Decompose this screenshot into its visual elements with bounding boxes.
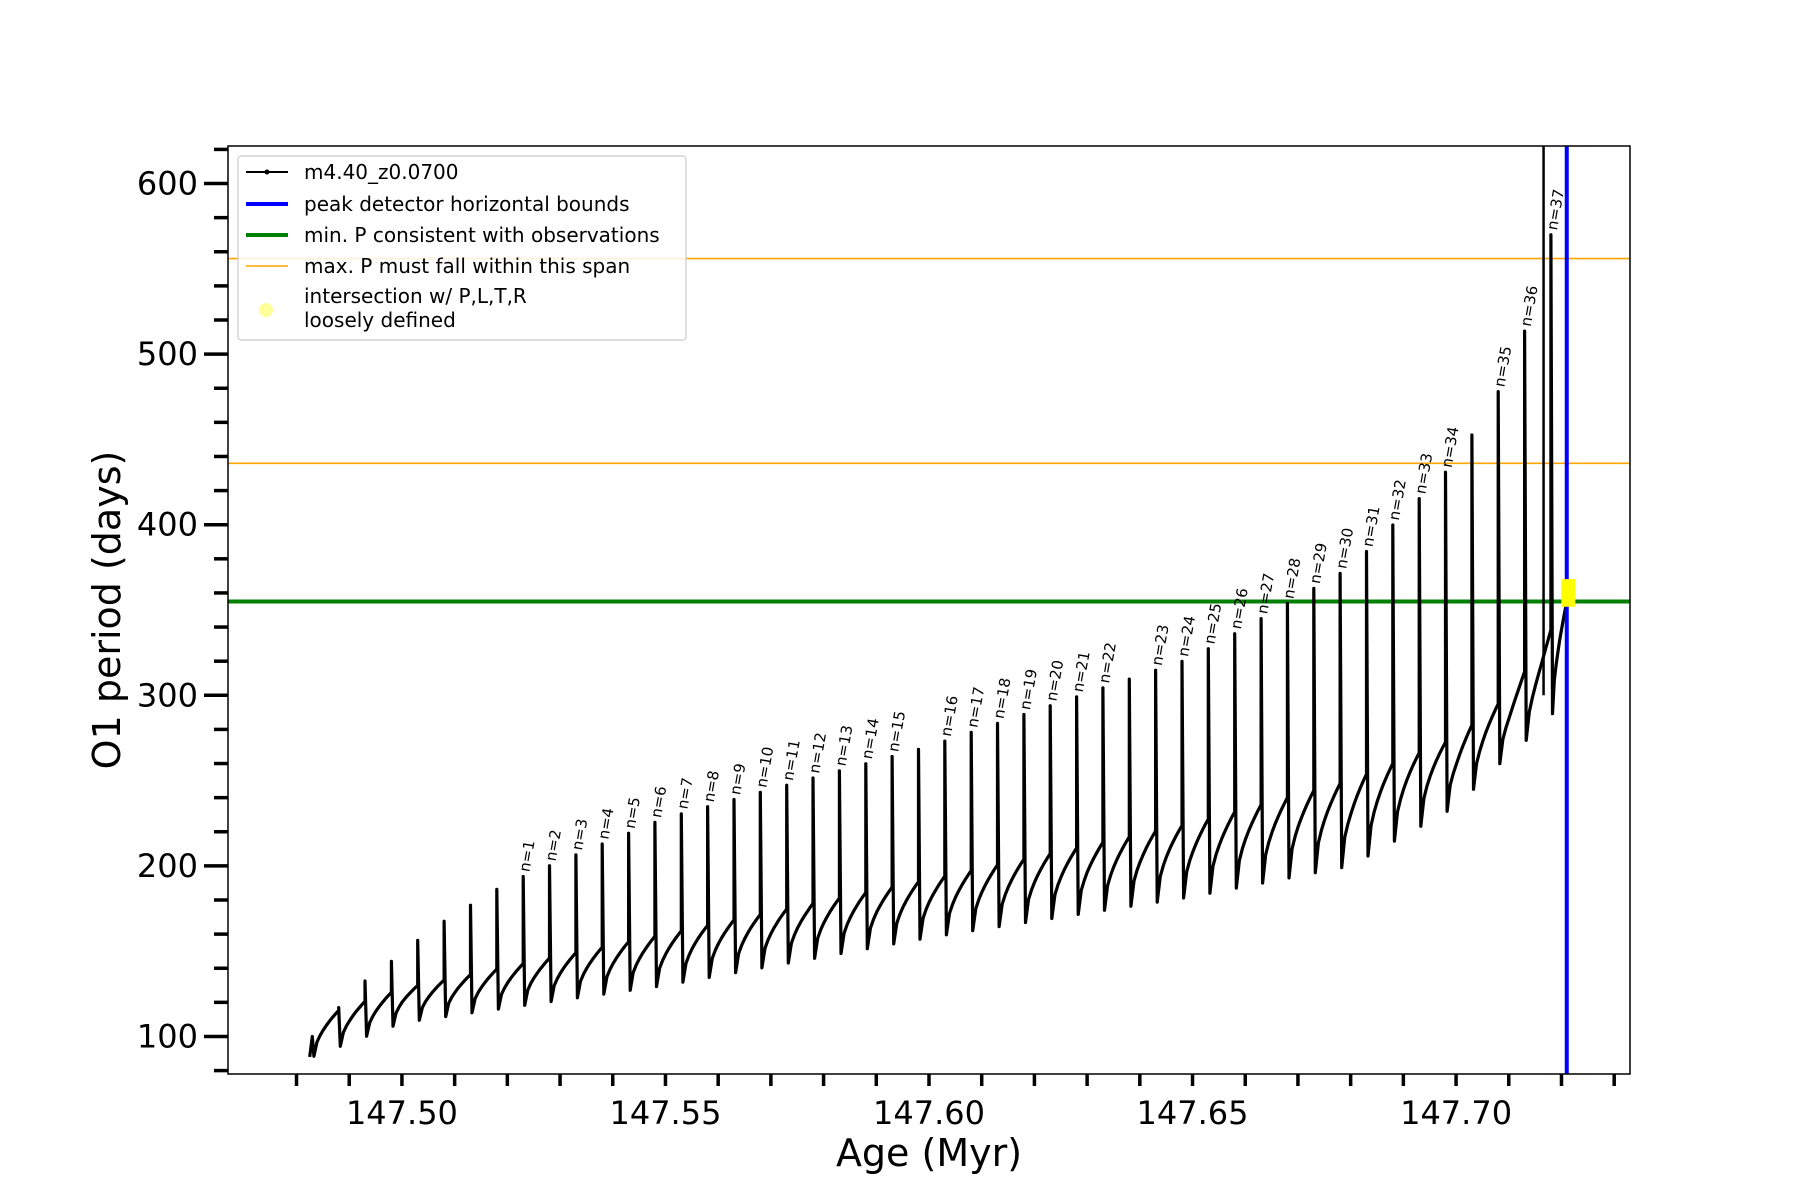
pulse-label: n=25: [1201, 602, 1226, 646]
pulse-label: n=15: [884, 710, 909, 754]
pulse-label: n=24: [1174, 614, 1199, 658]
legend-frame: [237, 155, 687, 341]
pulse-label: n=14: [858, 717, 883, 761]
legend-entry-label: intersection w/ P,L,T,R loosely defined: [304, 284, 527, 332]
x-tick-label: 147.55: [609, 1094, 721, 1132]
pulse-label: n=32: [1385, 478, 1410, 522]
legend-marker: [264, 169, 270, 175]
legend-entry-label: peak detector horizontal bounds: [304, 192, 630, 216]
pulse-label: n=21: [1069, 650, 1094, 694]
pulse-label: n=11: [779, 738, 804, 782]
x-tick-label: 147.70: [1400, 1094, 1512, 1132]
pulse-label: n=35: [1490, 345, 1515, 389]
y-tick-label: 500: [137, 335, 198, 373]
y-axis-label: O1 period (days): [85, 451, 129, 770]
pulse-label: n=29: [1306, 541, 1331, 585]
legend-entry-label: m4.40_z0.0700: [304, 160, 459, 184]
y-tick-label: 300: [137, 676, 198, 714]
pulse-label: n=10: [753, 745, 778, 789]
pulse-label: n=20: [1042, 659, 1067, 703]
pulse-label: n=1: [515, 839, 538, 873]
axes: 147.50 147.55 147.60 147.65 147.70 100 200 300 4…: [137, 147, 1616, 1132]
pulse-label: n=7: [674, 776, 697, 810]
pulse-label: n=6: [647, 785, 670, 819]
pulse-label: n=5: [621, 796, 644, 830]
x-tick-label: 147.65: [1137, 1094, 1249, 1132]
pulse-label: n=27: [1253, 572, 1278, 616]
pulse-label: n=17: [963, 685, 988, 729]
pulse-label: n=23: [1148, 623, 1173, 667]
pulse-label: n=31: [1359, 505, 1384, 549]
series-m4-40-z0-0700: [308, 233, 1569, 1058]
y-tick-label: 200: [137, 847, 198, 885]
pulse-label: n=33: [1411, 452, 1436, 496]
pulse-label: n=37: [1543, 188, 1568, 232]
pulse-label: n=30: [1332, 526, 1357, 570]
pulse-label: n=9: [726, 762, 749, 796]
y-tick-label: 600: [137, 165, 198, 203]
pulse-label: n=22: [1095, 641, 1120, 685]
plot-area: n=1 n=2 n=3 n=4 n=5 n=6 n=7 n=8 n=9 n=10 n=11 n=12 n…: [228, 146, 1630, 1074]
legend-entry-label: min. P consistent with observations: [304, 223, 660, 247]
pulse-label: n=13: [832, 724, 857, 768]
legend-dot: [259, 303, 273, 317]
pulse-label: n=16: [937, 694, 962, 738]
pulse-label: n=2: [542, 828, 565, 862]
pulse-label: n=36: [1517, 284, 1542, 328]
pulse-label: n=12: [805, 731, 830, 775]
pulse-label: n=8: [700, 769, 723, 803]
pulse-label: n=34: [1438, 425, 1463, 469]
pulse-label: n=19: [1016, 668, 1041, 712]
pulse-label: n=28: [1280, 557, 1305, 601]
pulse-label: n=4: [594, 806, 617, 840]
intersection-point-2: [1561, 579, 1576, 594]
y-tick-label: 100: [137, 1017, 198, 1055]
x-tick-label: 147.50: [346, 1094, 458, 1132]
y-tick-label: 400: [137, 506, 198, 544]
pulse-label: n=18: [990, 676, 1015, 720]
x-axis-label: Age (Myr): [836, 1131, 1022, 1175]
pulse-label: n=26: [1227, 587, 1252, 631]
x-tick-label: 147.60: [873, 1094, 985, 1132]
legend-entry-label: max. P must fall within this span: [304, 254, 630, 278]
pulse-label: n=3: [568, 817, 591, 851]
